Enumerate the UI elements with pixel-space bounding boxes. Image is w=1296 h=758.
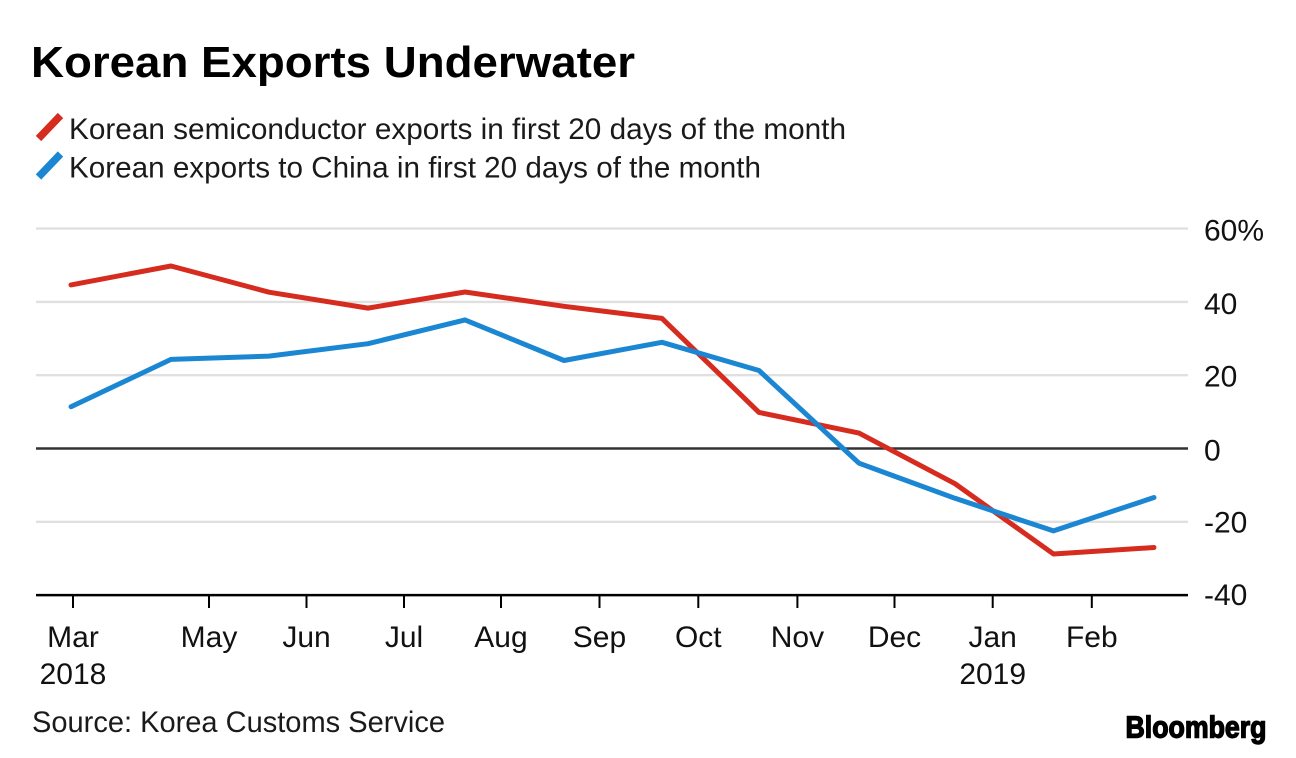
svg-text:May: May [181, 621, 238, 654]
svg-text:2018: 2018 [40, 658, 107, 691]
svg-text:Sep: Sep [573, 621, 626, 654]
svg-text:40: 40 [1204, 288, 1237, 321]
svg-text:Nov: Nov [771, 621, 824, 654]
svg-text:Korean Exports Underwater: Korean Exports Underwater [31, 38, 635, 87]
svg-text:Korean semiconductor exports i: Korean semiconductor exports in first 20… [69, 113, 846, 146]
svg-text:Jul: Jul [385, 621, 423, 654]
svg-text:Jun: Jun [282, 621, 330, 654]
svg-text:Bloomberg: Bloomberg [1126, 710, 1267, 745]
svg-text:Aug: Aug [474, 621, 527, 654]
svg-text:Oct: Oct [675, 621, 722, 654]
svg-text:Feb: Feb [1066, 621, 1118, 654]
svg-text:-40: -40 [1204, 579, 1247, 612]
svg-text:Jan: Jan [969, 621, 1017, 654]
svg-text:20: 20 [1204, 360, 1237, 393]
svg-text:0: 0 [1204, 435, 1221, 468]
svg-text:Source: Korea Customs Service: Source: Korea Customs Service [32, 706, 445, 739]
svg-text:-20: -20 [1204, 507, 1247, 540]
svg-text:60%: 60% [1204, 214, 1264, 247]
svg-text:Mar: Mar [47, 621, 99, 654]
svg-text:2019: 2019 [959, 658, 1026, 691]
svg-text:Korean exports to China in fir: Korean exports to China in first 20 days… [69, 152, 761, 185]
svg-text:Dec: Dec [868, 621, 921, 654]
